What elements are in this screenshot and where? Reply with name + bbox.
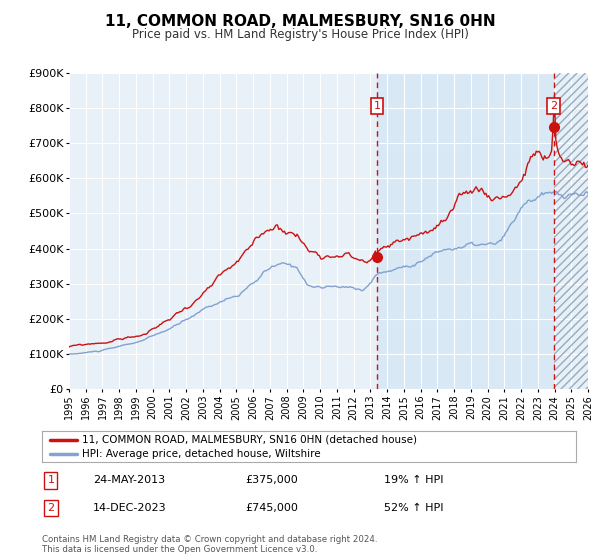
Text: Contains HM Land Registry data © Crown copyright and database right 2024.
This d: Contains HM Land Registry data © Crown c… bbox=[42, 535, 377, 554]
Text: £375,000: £375,000 bbox=[245, 475, 298, 486]
Text: 2: 2 bbox=[47, 503, 55, 514]
Bar bbox=[554, 73, 588, 389]
Text: 11, COMMON ROAD, MALMESBURY, SN16 0HN: 11, COMMON ROAD, MALMESBURY, SN16 0HN bbox=[104, 14, 496, 29]
Text: 14-DEC-2023: 14-DEC-2023 bbox=[93, 503, 166, 514]
Text: £745,000: £745,000 bbox=[245, 503, 298, 514]
Text: 2: 2 bbox=[550, 101, 557, 111]
Text: HPI: Average price, detached house, Wiltshire: HPI: Average price, detached house, Wilt… bbox=[82, 449, 320, 459]
Text: 52% ↑ HPI: 52% ↑ HPI bbox=[384, 503, 443, 514]
Bar bbox=[554, 73, 588, 389]
Text: 1: 1 bbox=[373, 101, 380, 111]
Text: 19% ↑ HPI: 19% ↑ HPI bbox=[384, 475, 443, 486]
Text: Price paid vs. HM Land Registry's House Price Index (HPI): Price paid vs. HM Land Registry's House … bbox=[131, 28, 469, 41]
Text: 11, COMMON ROAD, MALMESBURY, SN16 0HN (detached house): 11, COMMON ROAD, MALMESBURY, SN16 0HN (d… bbox=[82, 435, 417, 445]
Bar bbox=[377, 73, 588, 389]
Text: 1: 1 bbox=[47, 475, 55, 486]
Text: 24-MAY-2013: 24-MAY-2013 bbox=[93, 475, 165, 486]
